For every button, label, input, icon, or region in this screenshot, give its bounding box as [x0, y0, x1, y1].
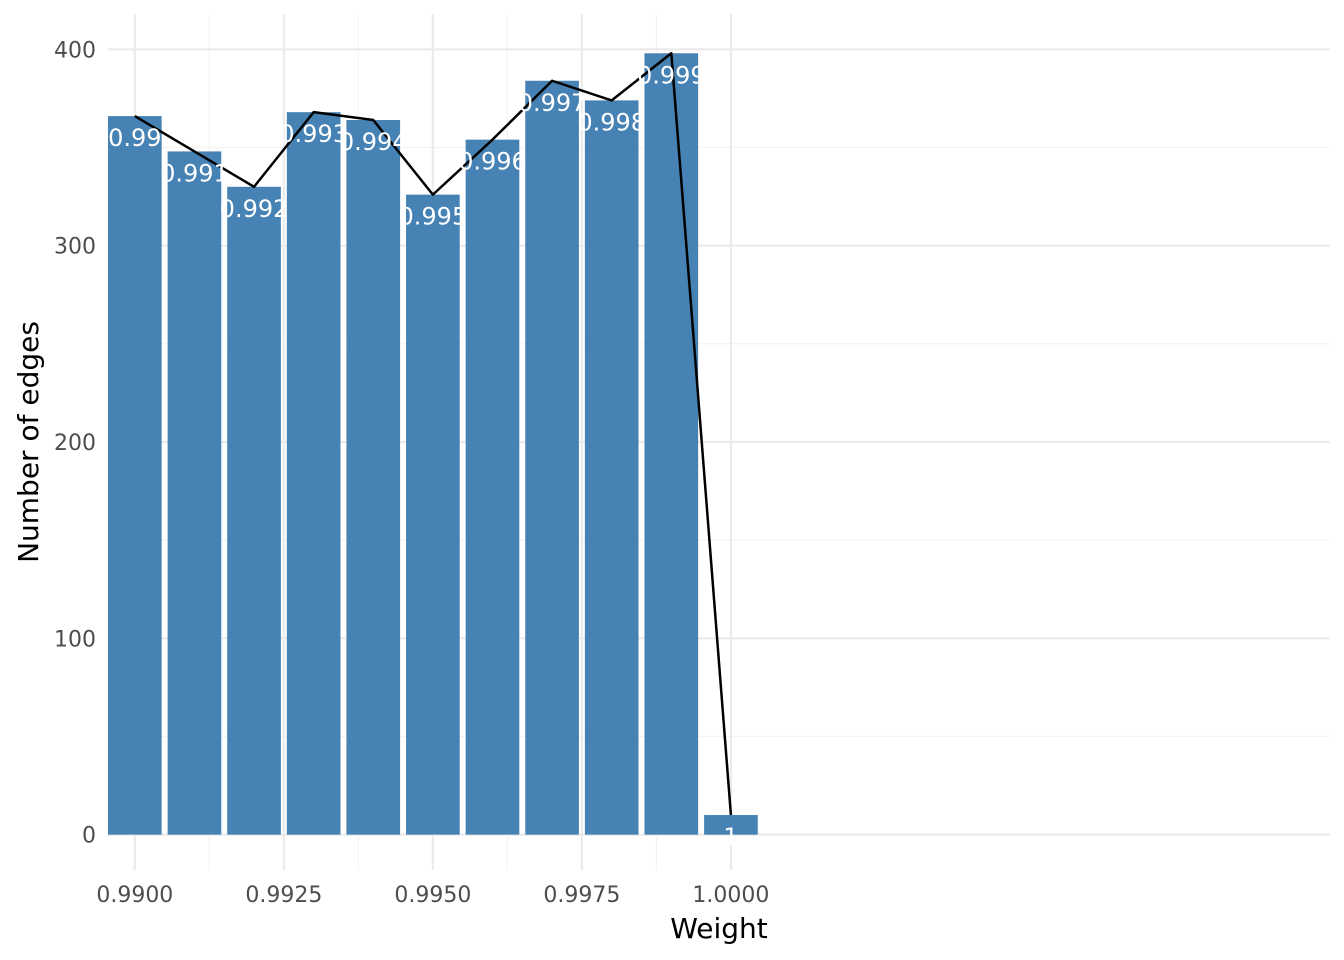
bar: [108, 116, 162, 835]
y-tick-label: 100: [54, 627, 96, 652]
bar: [704, 815, 758, 835]
x-tick-label: 0.9950: [394, 883, 471, 908]
bar-label: 0.992: [220, 195, 289, 223]
bar-label: 0.99: [108, 124, 161, 152]
x-axis-title: Weight: [670, 912, 768, 945]
bar-label: 0.998: [577, 108, 646, 136]
bar: [167, 151, 222, 835]
axis-layer: 0.9900 0.9925 0.9950 0.9975 1.0000 0 100 200 300…: [54, 38, 769, 908]
bar-label: 0.999: [637, 61, 706, 89]
bar-label: 0.993: [279, 120, 348, 148]
y-tick-label: 300: [54, 235, 96, 260]
x-tick-label: 0.9975: [543, 883, 620, 908]
y-tick-label: 400: [54, 38, 96, 63]
bar: [465, 139, 520, 835]
bar: [286, 112, 341, 835]
x-tick-label: 0.9900: [96, 883, 173, 908]
bar: [346, 120, 401, 835]
y-axis-title: Number of edges: [12, 321, 45, 563]
bar-label-layer: 0.990.9910.9920.9930.9940.9950.9960.9970…: [108, 61, 738, 851]
trend-line: [134, 52, 733, 816]
bar: [406, 194, 460, 835]
y-tick-label: 200: [54, 431, 96, 456]
bar-layer: [108, 53, 758, 835]
line-layer: [134, 52, 733, 816]
bar-label: 0.996: [458, 148, 527, 176]
bar-label: 0.991: [160, 159, 229, 187]
y-tick-label: 0: [82, 824, 96, 849]
bar-label: 1: [723, 823, 738, 851]
x-tick-label: 1.0000: [692, 883, 769, 908]
bar: [584, 100, 639, 835]
x-tick-label: 0.9925: [245, 883, 322, 908]
bar: [227, 186, 281, 835]
bar: [644, 53, 699, 835]
bar: [525, 80, 579, 835]
bar-label: 0.994: [339, 128, 408, 156]
bar-label: 0.995: [399, 203, 468, 231]
bar-label: 0.997: [518, 89, 587, 117]
